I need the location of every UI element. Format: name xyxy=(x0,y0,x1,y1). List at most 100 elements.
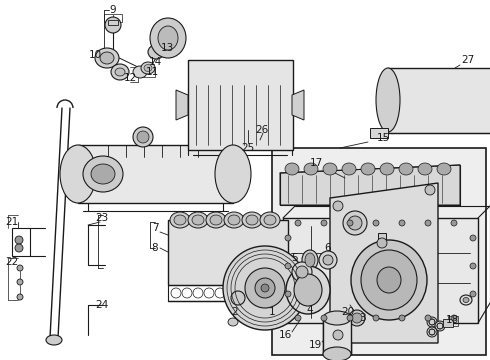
Bar xyxy=(12,228,30,256)
Ellipse shape xyxy=(224,212,244,228)
Ellipse shape xyxy=(425,220,431,226)
Polygon shape xyxy=(176,90,188,120)
Bar xyxy=(137,67,155,77)
Ellipse shape xyxy=(294,272,306,284)
Ellipse shape xyxy=(15,244,23,252)
Text: 9: 9 xyxy=(110,5,116,15)
Ellipse shape xyxy=(111,64,129,80)
Text: 10: 10 xyxy=(88,50,101,60)
Text: 12: 12 xyxy=(123,73,137,83)
Bar xyxy=(323,318,351,354)
Ellipse shape xyxy=(15,236,23,244)
Ellipse shape xyxy=(210,215,222,225)
Ellipse shape xyxy=(188,212,208,228)
Ellipse shape xyxy=(333,201,343,211)
Ellipse shape xyxy=(302,250,318,270)
Ellipse shape xyxy=(231,291,245,305)
Ellipse shape xyxy=(377,238,387,248)
Bar xyxy=(188,60,293,150)
Text: 16: 16 xyxy=(278,330,292,340)
Ellipse shape xyxy=(95,48,119,68)
Bar xyxy=(168,285,288,301)
Ellipse shape xyxy=(285,163,299,175)
Text: 8: 8 xyxy=(152,243,158,253)
Ellipse shape xyxy=(361,163,375,175)
Text: 4: 4 xyxy=(307,305,313,315)
Bar xyxy=(378,233,386,243)
Polygon shape xyxy=(292,90,304,120)
Text: 27: 27 xyxy=(462,55,475,65)
Text: 11: 11 xyxy=(146,67,159,77)
Ellipse shape xyxy=(418,163,432,175)
Ellipse shape xyxy=(321,315,327,321)
Ellipse shape xyxy=(321,220,327,226)
Ellipse shape xyxy=(470,235,476,241)
Text: 6: 6 xyxy=(325,243,331,253)
Ellipse shape xyxy=(148,45,164,59)
Ellipse shape xyxy=(380,163,394,175)
Ellipse shape xyxy=(435,321,445,331)
Bar xyxy=(443,319,453,327)
Polygon shape xyxy=(280,165,460,205)
Ellipse shape xyxy=(304,163,318,175)
Ellipse shape xyxy=(60,145,96,203)
Ellipse shape xyxy=(451,220,457,226)
Ellipse shape xyxy=(425,315,431,321)
Ellipse shape xyxy=(223,246,307,330)
Ellipse shape xyxy=(323,347,351,360)
Text: 24: 24 xyxy=(96,300,109,310)
Text: 14: 14 xyxy=(148,57,162,67)
Ellipse shape xyxy=(427,317,437,327)
Ellipse shape xyxy=(295,315,301,321)
Ellipse shape xyxy=(17,265,23,271)
Ellipse shape xyxy=(192,215,204,225)
Ellipse shape xyxy=(295,220,301,226)
Ellipse shape xyxy=(260,212,280,228)
Ellipse shape xyxy=(349,310,365,326)
Ellipse shape xyxy=(91,164,115,184)
Ellipse shape xyxy=(351,240,427,320)
Bar xyxy=(388,68,490,133)
Ellipse shape xyxy=(296,266,308,278)
Ellipse shape xyxy=(294,274,322,306)
Ellipse shape xyxy=(228,215,240,225)
Ellipse shape xyxy=(133,66,147,78)
Ellipse shape xyxy=(470,263,476,269)
Ellipse shape xyxy=(323,311,351,325)
Ellipse shape xyxy=(348,216,362,230)
Text: 2: 2 xyxy=(232,307,238,317)
Polygon shape xyxy=(330,183,438,343)
Bar xyxy=(283,218,478,323)
Ellipse shape xyxy=(246,215,258,225)
Ellipse shape xyxy=(285,235,291,241)
Ellipse shape xyxy=(343,211,367,235)
Ellipse shape xyxy=(46,335,62,345)
Ellipse shape xyxy=(333,330,343,340)
Text: 25: 25 xyxy=(242,143,255,153)
Ellipse shape xyxy=(285,291,291,297)
Text: 18: 18 xyxy=(445,315,459,325)
Text: 17: 17 xyxy=(309,158,322,168)
Ellipse shape xyxy=(319,251,337,269)
Ellipse shape xyxy=(228,318,238,326)
Bar xyxy=(272,148,486,355)
Bar xyxy=(78,145,233,203)
Ellipse shape xyxy=(451,315,457,321)
Ellipse shape xyxy=(150,18,186,58)
Ellipse shape xyxy=(463,297,469,302)
Ellipse shape xyxy=(377,267,401,293)
Ellipse shape xyxy=(17,294,23,300)
Ellipse shape xyxy=(399,220,405,226)
Bar xyxy=(108,20,118,25)
Ellipse shape xyxy=(347,220,353,226)
Text: 23: 23 xyxy=(96,213,109,223)
Ellipse shape xyxy=(100,52,114,64)
Ellipse shape xyxy=(158,26,178,50)
Ellipse shape xyxy=(323,255,333,265)
Ellipse shape xyxy=(206,212,226,228)
Ellipse shape xyxy=(264,215,276,225)
Ellipse shape xyxy=(373,315,379,321)
Ellipse shape xyxy=(285,263,291,269)
Ellipse shape xyxy=(399,163,413,175)
Ellipse shape xyxy=(352,313,362,323)
